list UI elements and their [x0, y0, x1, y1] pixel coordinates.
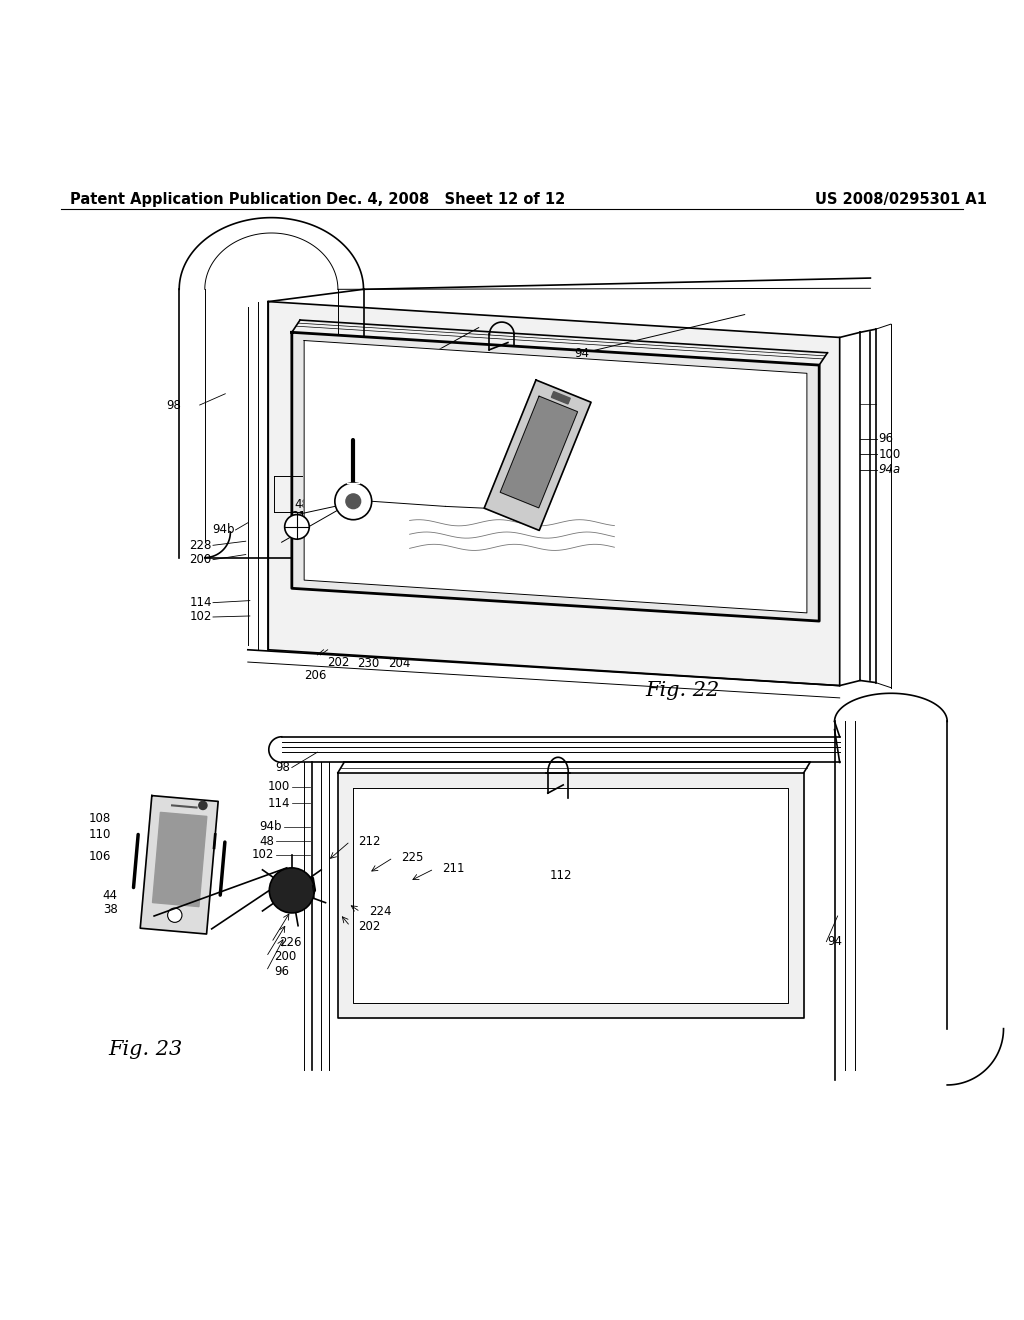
Text: 211: 211 — [442, 862, 465, 875]
Text: Dec. 4, 2008   Sheet 12 of 12: Dec. 4, 2008 Sheet 12 of 12 — [326, 191, 565, 207]
Text: 94b: 94b — [212, 524, 234, 536]
Text: 108: 108 — [523, 498, 546, 511]
Text: 110: 110 — [88, 828, 111, 841]
Text: 100: 100 — [879, 447, 901, 461]
Polygon shape — [484, 380, 591, 531]
Text: 226: 226 — [347, 520, 370, 533]
Polygon shape — [268, 301, 840, 685]
Text: 96: 96 — [879, 433, 894, 445]
Text: 108: 108 — [88, 812, 111, 825]
Text: 212: 212 — [325, 506, 347, 519]
Text: 225: 225 — [401, 851, 424, 865]
Circle shape — [269, 867, 314, 913]
Text: 48: 48 — [259, 834, 274, 847]
Text: 96: 96 — [274, 965, 290, 978]
Text: Fig. 22: Fig. 22 — [645, 681, 720, 700]
Text: Patent Application Publication: Patent Application Publication — [70, 191, 322, 207]
Text: US 2008/0295301 A1: US 2008/0295301 A1 — [815, 191, 987, 207]
Polygon shape — [153, 812, 207, 907]
Circle shape — [335, 483, 372, 520]
Circle shape — [199, 801, 207, 809]
Circle shape — [346, 494, 360, 508]
Text: 224: 224 — [369, 906, 391, 919]
Text: 202: 202 — [327, 656, 349, 668]
Text: 226: 226 — [280, 936, 302, 949]
Text: 94: 94 — [574, 314, 744, 360]
Circle shape — [285, 515, 309, 539]
Text: 94a: 94a — [879, 463, 901, 477]
Polygon shape — [304, 341, 807, 612]
Text: 94: 94 — [827, 935, 843, 948]
Text: 112: 112 — [378, 327, 479, 383]
Circle shape — [168, 908, 182, 923]
Text: 100: 100 — [267, 780, 290, 793]
Text: 200: 200 — [274, 950, 297, 964]
Text: 114: 114 — [189, 597, 212, 609]
Text: 110: 110 — [523, 512, 546, 525]
Text: 94b: 94b — [259, 821, 282, 833]
Polygon shape — [292, 333, 819, 622]
Polygon shape — [551, 392, 570, 404]
Text: 114: 114 — [267, 797, 290, 810]
Text: 202: 202 — [358, 920, 381, 933]
Text: 102: 102 — [189, 610, 212, 623]
Text: 98: 98 — [274, 762, 290, 774]
Polygon shape — [500, 396, 578, 508]
Text: 38: 38 — [409, 574, 423, 586]
Text: 228: 228 — [189, 539, 212, 552]
Text: 206: 206 — [304, 669, 327, 682]
Polygon shape — [338, 772, 804, 1019]
Text: 211: 211 — [291, 510, 313, 523]
Text: 230: 230 — [357, 656, 380, 669]
Text: 48: 48 — [295, 498, 309, 511]
Text: 106: 106 — [518, 527, 541, 540]
Text: 44: 44 — [409, 560, 423, 573]
Text: 204: 204 — [388, 656, 411, 669]
Text: 212: 212 — [358, 834, 381, 847]
Polygon shape — [140, 796, 218, 935]
Text: 44: 44 — [102, 890, 118, 902]
Text: 106: 106 — [88, 850, 111, 863]
Text: 98: 98 — [166, 399, 181, 412]
Text: 102: 102 — [252, 847, 274, 861]
Text: Fig. 23: Fig. 23 — [109, 1040, 183, 1059]
Text: 200: 200 — [189, 553, 212, 566]
Polygon shape — [353, 788, 788, 1003]
Text: 112: 112 — [550, 869, 572, 882]
Text: 38: 38 — [103, 903, 118, 916]
